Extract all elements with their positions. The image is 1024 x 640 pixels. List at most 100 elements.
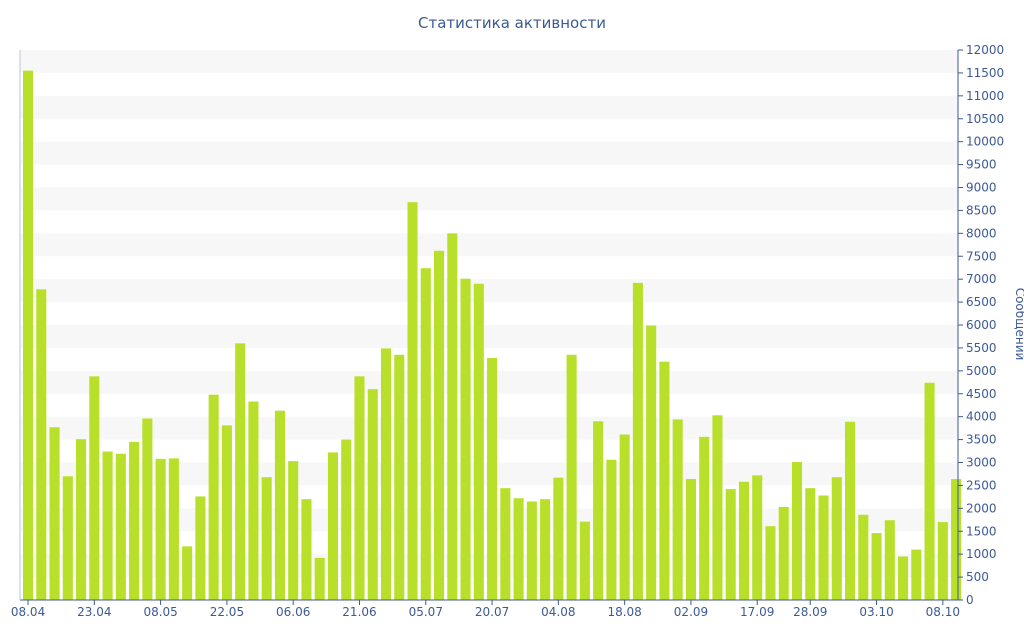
grid-band (20, 50, 958, 73)
bar[interactable] (341, 439, 352, 600)
x-tick-label: 06.06 (276, 605, 310, 619)
bar[interactable] (261, 477, 272, 600)
y-tick-label: 1000 (966, 547, 997, 561)
bar[interactable] (367, 389, 378, 600)
bar[interactable] (659, 361, 670, 600)
bar[interactable] (420, 268, 431, 600)
bar[interactable] (871, 533, 882, 600)
bar[interactable] (155, 458, 166, 600)
bar[interactable] (593, 421, 604, 600)
bar[interactable] (606, 459, 617, 600)
bar[interactable] (526, 501, 537, 600)
bar[interactable] (447, 233, 458, 600)
bar[interactable] (195, 496, 206, 600)
grid-band (20, 279, 958, 303)
y-tick-label: 10000 (966, 135, 1004, 149)
bar[interactable] (274, 410, 285, 600)
bar[interactable] (672, 419, 683, 600)
bar[interactable] (500, 488, 511, 600)
y-tick-label: 9500 (966, 158, 997, 172)
bar[interactable] (738, 481, 750, 600)
x-tick-label: 05.07 (409, 605, 443, 619)
bar[interactable] (434, 250, 445, 600)
bar[interactable] (632, 282, 643, 600)
bar[interactable] (102, 451, 113, 601)
x-axis-ticks: 08.04 23.04 08.05 22.05 06.06 21.06 05.07 20.07… (11, 600, 960, 619)
bar[interactable] (553, 477, 564, 601)
bar[interactable] (951, 479, 962, 600)
bar[interactable] (407, 202, 418, 601)
bar[interactable] (911, 549, 922, 600)
bar[interactable] (699, 436, 710, 600)
y-axis-label: Сообщений (1013, 288, 1024, 361)
bar[interactable] (566, 354, 577, 600)
grid-band (20, 187, 958, 211)
bar[interactable] (380, 348, 392, 601)
bar[interactable] (235, 343, 246, 600)
x-tick-label: 21.06 (342, 605, 376, 619)
chart-title: Статистика активности (418, 14, 606, 32)
bar[interactable] (579, 521, 590, 601)
bar[interactable] (89, 376, 100, 600)
bar[interactable] (288, 461, 299, 601)
bar[interactable] (818, 495, 829, 601)
x-tick-label: 18.08 (607, 605, 641, 619)
grid-band (20, 95, 958, 119)
bar[interactable] (685, 479, 696, 600)
y-tick-label: 2500 (966, 478, 997, 492)
bar[interactable] (301, 499, 312, 600)
y-tick-label: 7000 (966, 272, 997, 286)
y-tick-label: 8000 (966, 226, 997, 240)
bar[interactable] (115, 453, 126, 600)
bar[interactable] (182, 546, 193, 601)
bar[interactable] (765, 526, 776, 600)
bar-series (23, 70, 962, 601)
x-tick-label: 22.05 (210, 605, 244, 619)
bar[interactable] (460, 278, 471, 600)
bar[interactable] (49, 427, 60, 600)
bar[interactable] (858, 514, 869, 600)
bar[interactable] (646, 325, 657, 600)
bar[interactable] (884, 520, 895, 600)
y-tick-label: 5000 (966, 364, 997, 378)
bar[interactable] (76, 439, 87, 601)
bar[interactable] (23, 70, 34, 601)
x-tick-label: 03.10 (859, 605, 893, 619)
bar[interactable] (725, 489, 736, 600)
bar[interactable] (791, 462, 803, 600)
y-tick-label: 4000 (966, 410, 997, 424)
bar[interactable] (831, 477, 842, 600)
bar[interactable] (778, 506, 789, 600)
bar[interactable] (248, 401, 259, 600)
y-tick-label: 6500 (966, 295, 997, 309)
bar[interactable] (168, 458, 179, 601)
bar[interactable] (619, 434, 630, 600)
bar[interactable] (62, 476, 73, 600)
bar[interactable] (712, 415, 723, 600)
bar[interactable] (327, 452, 339, 600)
bar[interactable] (314, 557, 325, 600)
bar[interactable] (898, 556, 909, 600)
x-tick-label: 08.04 (11, 605, 45, 619)
bar[interactable] (540, 499, 551, 600)
y-tick-label: 11000 (966, 89, 1004, 103)
bar[interactable] (937, 522, 948, 600)
bar[interactable] (221, 425, 232, 601)
y-tick-label: 2000 (966, 501, 997, 515)
bar[interactable] (487, 358, 498, 600)
bar[interactable] (473, 283, 484, 600)
y-tick-label: 3500 (966, 433, 997, 447)
bar[interactable] (208, 394, 219, 600)
bar[interactable] (513, 498, 524, 600)
bar[interactable] (129, 441, 140, 601)
bar[interactable] (844, 421, 856, 600)
bar[interactable] (354, 376, 365, 600)
bar[interactable] (752, 475, 763, 600)
bar[interactable] (142, 418, 153, 601)
x-tick-label: 08.10 (926, 605, 960, 619)
bar[interactable] (36, 289, 47, 600)
bar[interactable] (394, 354, 405, 600)
grid-band (20, 141, 958, 165)
bar[interactable] (805, 488, 816, 600)
bar[interactable] (924, 382, 935, 600)
